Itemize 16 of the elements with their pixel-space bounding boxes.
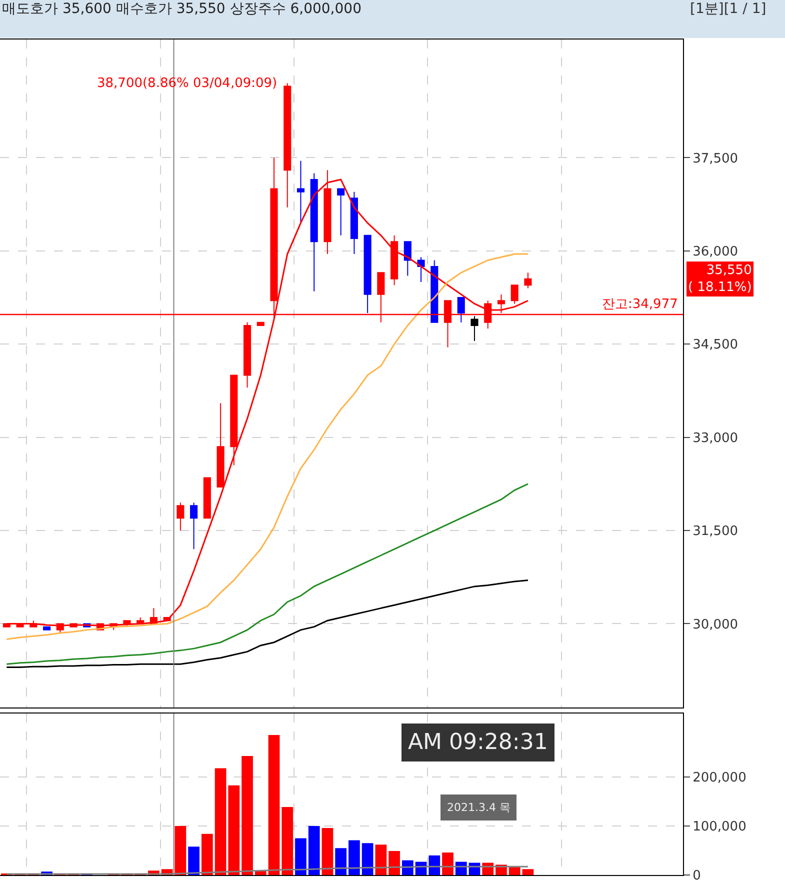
y-tick-label: 36,000 (692, 244, 738, 260)
text: [1분][1 / 1] (690, 1, 766, 17)
y-tick-label: 0 (692, 868, 701, 884)
text: 35,550 ( 18.11%) (688, 263, 752, 295)
y-tick-label: 100,000 (692, 820, 746, 835)
y-tick-label: 31,500 (692, 524, 738, 540)
y-tick-label: 30,000 (692, 617, 738, 632)
annotation: AM 09:28:31 (408, 730, 548, 755)
y-tick-label: 34,500 (692, 338, 738, 353)
y-tick-label: 37,500 (692, 151, 738, 166)
y-tick-label: 200,000 (692, 770, 746, 786)
annotation: 2021.3.4 목 (447, 801, 510, 814)
ref-line-label: 잔고:34,977 (602, 297, 678, 312)
y-tick-label: 33,000 (692, 430, 738, 446)
annotation: 38,700(8.86% 03/04,09:09) (97, 76, 278, 91)
chart-title: 매도호가 35,600 매수호가 35,550 상장주수 6,000,000 (2, 1, 362, 17)
